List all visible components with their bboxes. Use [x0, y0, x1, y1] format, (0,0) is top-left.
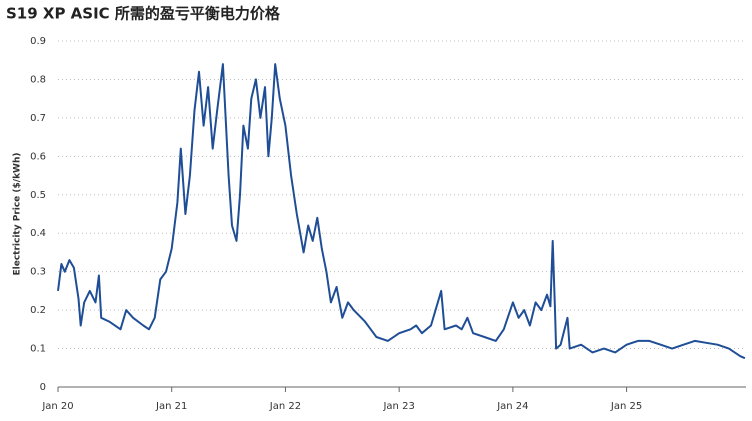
y-tick-label: 0.4: [30, 228, 46, 239]
chart-title: S19 XP ASIC 所需的盈亏平衡电力价格: [6, 5, 281, 23]
x-tick-label: Jan 22: [269, 401, 301, 412]
y-tick-label: 0.6: [30, 151, 46, 162]
y-tick-label: 0.2: [30, 305, 46, 316]
y-axis-label: Electricity Price ($/kWh): [13, 152, 23, 275]
y-tick-label: 0.3: [30, 267, 46, 278]
y-tick-label: 0.5: [30, 190, 46, 201]
x-tick-label: Jan 24: [496, 401, 528, 412]
x-tick-label: Jan 23: [382, 401, 414, 412]
x-tick-label: Jan 21: [155, 401, 187, 412]
line-series: [57, 63, 746, 360]
y-tick-label: 0: [40, 382, 46, 393]
y-tick-label: 0.7: [30, 113, 46, 124]
x-tick-label: Jan 25: [610, 401, 642, 412]
y-tick-label: 0.9: [30, 36, 46, 47]
y-tick-label: 0.1: [30, 344, 46, 355]
y-tick-label: 0.8: [30, 74, 46, 85]
x-tick-label: Jan 20: [41, 401, 73, 412]
